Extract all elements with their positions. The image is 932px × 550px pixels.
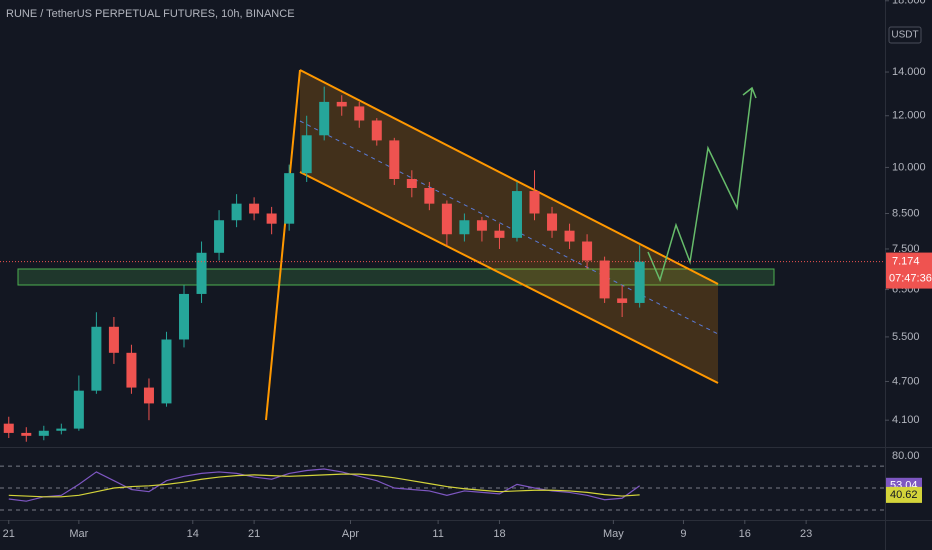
candle-body — [564, 230, 575, 242]
last-price-box — [886, 252, 932, 289]
candle-body — [196, 252, 207, 294]
candle-body — [634, 261, 645, 303]
rsi-value-box — [886, 486, 922, 503]
rsi-line — [8, 473, 640, 498]
channel-bottom — [299, 171, 719, 384]
candle-body — [231, 203, 242, 221]
candle-body — [249, 203, 260, 214]
candle-body — [459, 220, 470, 235]
candles — [3, 86, 645, 442]
currency-box — [888, 26, 922, 44]
candle-body — [143, 387, 154, 404]
x-tick-label: Mar — [69, 528, 88, 540]
candle-body — [214, 220, 225, 253]
candle-body — [547, 213, 558, 231]
x-tick-label: 16 — [739, 528, 751, 540]
candle-body — [3, 423, 14, 433]
y-tick-label: 4.700 — [892, 375, 920, 387]
candle-body — [582, 241, 593, 261]
projection-arrow — [742, 86, 757, 99]
candle-body — [389, 140, 400, 179]
channel-top — [299, 69, 719, 285]
y-tick-label: 7.500 — [892, 243, 920, 255]
y-tick-label: 10.000 — [892, 161, 926, 173]
candle-body — [108, 326, 119, 353]
y-tick-label: 4.100 — [892, 414, 920, 426]
candle-body — [441, 203, 452, 235]
candle-body — [161, 339, 172, 404]
candle-body — [284, 173, 295, 224]
candle-body — [476, 220, 487, 231]
candle-body — [599, 260, 610, 299]
candle-body — [529, 191, 540, 214]
candle-body — [336, 101, 347, 107]
candle-body — [91, 326, 102, 391]
currency: USDT — [891, 30, 918, 41]
candle-body — [179, 293, 190, 340]
rsi-value-label: 40.62 — [890, 489, 918, 501]
candle-body — [511, 191, 522, 238]
x-tick-label: 21 — [248, 528, 260, 540]
channel-anchor — [265, 69, 301, 421]
rsi-line — [8, 468, 641, 502]
candle-body — [319, 101, 330, 136]
candle-body — [73, 390, 84, 429]
candle-body — [21, 432, 32, 436]
x-tick-label: Apr — [342, 528, 359, 540]
x-tick-label: 14 — [187, 528, 199, 540]
y-tick-label: 12.000 — [892, 110, 926, 122]
rsi-tick-label: 80.00 — [892, 450, 920, 462]
candle-body — [406, 178, 417, 188]
last-price-label: 7.174 — [892, 255, 920, 267]
candle-body — [354, 106, 365, 121]
candle-body — [494, 230, 505, 238]
candle-body — [301, 135, 312, 174]
chart-title: RUNE / TetherUS PERPETUAL FUTURES, 10h, … — [6, 8, 295, 20]
channel-midline — [299, 120, 719, 335]
candle-body — [126, 352, 137, 388]
x-tick-label: 18 — [493, 528, 505, 540]
support-zone — [17, 268, 775, 286]
x-tick-label: May — [603, 528, 624, 540]
candle-body — [371, 120, 382, 141]
x-tick-label: 11 — [432, 528, 443, 540]
x-tick-label: 21 — [3, 528, 15, 540]
candle-body — [38, 430, 49, 436]
y-tick-label: 14.000 — [892, 66, 926, 78]
candle-body — [617, 298, 628, 303]
countdown: 07:47:36 — [889, 272, 932, 284]
channel-fill — [300, 70, 718, 383]
candle-body — [266, 213, 277, 224]
candle-body — [56, 428, 67, 431]
candle-body — [424, 187, 435, 204]
y-tick-label: 5.500 — [892, 331, 920, 343]
x-tick-label: 9 — [680, 528, 686, 540]
y-tick-label: 18.000 — [892, 0, 926, 7]
x-tick-label: 23 — [800, 528, 812, 540]
y-tick-label: 8.500 — [892, 207, 920, 219]
